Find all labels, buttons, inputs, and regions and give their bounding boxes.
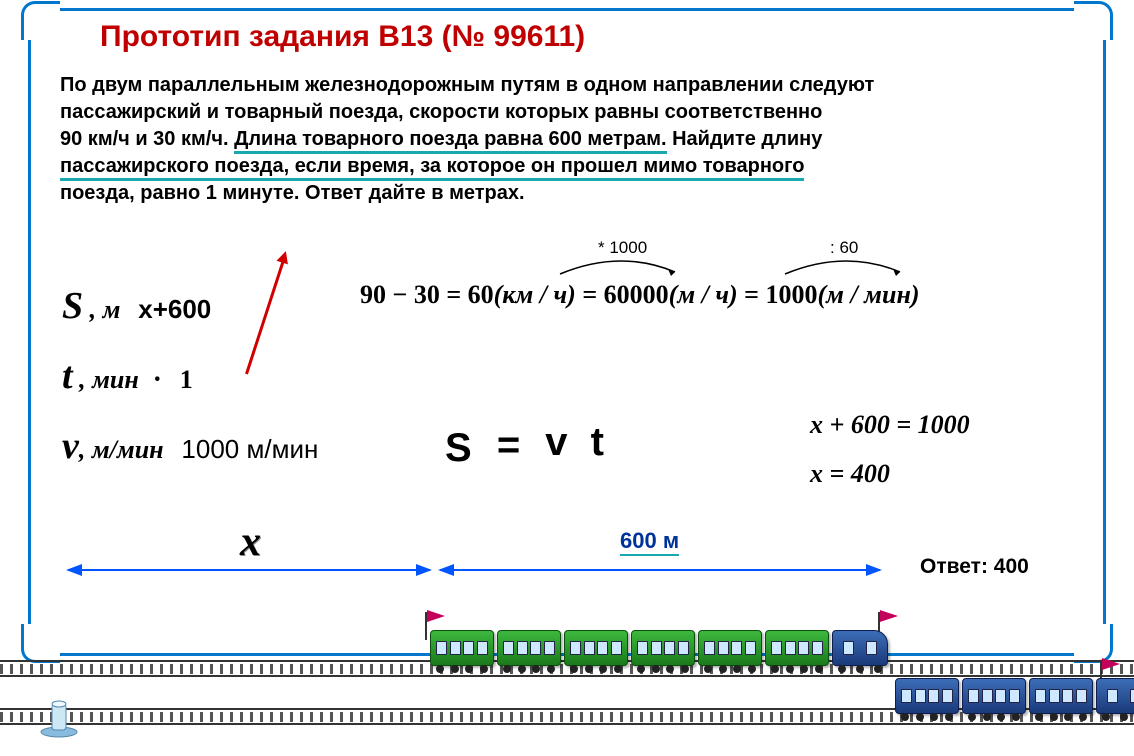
var-v-unit: , м/мин bbox=[79, 435, 164, 464]
x-label: x bbox=[240, 518, 261, 566]
var-t-val: 1 bbox=[180, 365, 193, 394]
train-car bbox=[765, 630, 829, 666]
var-t-unit: , мин bbox=[73, 365, 139, 394]
problem-line4: пассажирского поезда, если время, за кот… bbox=[60, 155, 804, 181]
locomotive-blue bbox=[832, 630, 888, 666]
rail-2b bbox=[0, 723, 1134, 725]
eq2: x = 400 bbox=[810, 449, 970, 498]
locomotive-blue bbox=[1096, 678, 1134, 714]
projector-icon bbox=[38, 696, 80, 738]
var-s-letter: S bbox=[62, 285, 83, 327]
formula-speed: 90 − 30 = 60(км / ч) = 60000(м / ч) = 10… bbox=[360, 280, 920, 310]
train-car bbox=[564, 630, 628, 666]
svt-v: v bbox=[545, 420, 567, 464]
equations-block: x + 600 = 1000 x = 400 bbox=[810, 400, 970, 499]
diagram-arrows bbox=[60, 530, 910, 590]
problem-line2: пассажирский и товарный поезда, скорости… bbox=[60, 101, 822, 123]
corner-tl bbox=[21, 1, 60, 40]
corner-tr bbox=[1074, 1, 1113, 40]
svt-s: S bbox=[445, 426, 472, 470]
curve-arrow-1 bbox=[555, 254, 685, 278]
railroad-tracks bbox=[0, 620, 1134, 740]
problem-line1: По двум параллельным железнодорожным пут… bbox=[60, 74, 874, 96]
train-car bbox=[430, 630, 494, 666]
train-car bbox=[497, 630, 561, 666]
answer-text: Ответ: 400 bbox=[920, 555, 1029, 579]
var-s: S , м x+600 bbox=[62, 284, 318, 328]
train-car bbox=[1029, 678, 1093, 714]
var-s-unit: , м bbox=[83, 295, 120, 324]
length-label: 600 м bbox=[620, 528, 679, 556]
curve-arrow-2 bbox=[780, 254, 910, 278]
slide-title: Прототип задания В13 (№ 99611) bbox=[100, 20, 1074, 54]
var-t: t , мин · 1 bbox=[62, 354, 318, 398]
freight-train bbox=[895, 678, 1134, 714]
eq1: x + 600 = 1000 bbox=[810, 400, 970, 449]
var-v: v, м/мин 1000 м/мин bbox=[62, 424, 318, 468]
rail-1b bbox=[0, 675, 1134, 677]
train-car bbox=[698, 630, 762, 666]
problem-text: По двум параллельным железнодорожным пут… bbox=[60, 72, 1074, 207]
train-car bbox=[631, 630, 695, 666]
formula-svt: S = v t bbox=[445, 420, 604, 471]
var-v-val: 1000 м/мин bbox=[181, 434, 318, 464]
problem-line3a: 90 км/ч и 30 км/ч. bbox=[60, 128, 234, 150]
var-v-letter: v bbox=[62, 425, 79, 467]
problem-line3c: Найдите длину bbox=[667, 128, 823, 150]
var-t-letter: t bbox=[62, 355, 73, 397]
train-car bbox=[962, 678, 1026, 714]
var-s-val: x+600 bbox=[138, 294, 211, 324]
problem-line5: поезда, равно 1 минуте. Ответ дайте в ме… bbox=[60, 182, 525, 204]
passenger-train bbox=[430, 630, 888, 666]
problem-underlined: Длина товарного поезда равна 600 метрам. bbox=[234, 128, 666, 154]
slide-content: Прототип задания В13 (№ 99611) По двум п… bbox=[60, 20, 1074, 207]
train-car bbox=[895, 678, 959, 714]
svt-t: t bbox=[591, 420, 604, 464]
svt-eq: = bbox=[497, 423, 520, 467]
variables-block: S , м x+600 t , мин · 1 v, м/мин 1000 м/… bbox=[62, 270, 318, 482]
length-diagram: x 600 м bbox=[60, 530, 910, 580]
